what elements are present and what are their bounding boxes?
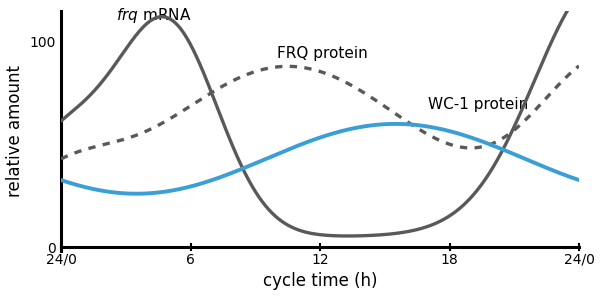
- X-axis label: cycle time (h): cycle time (h): [263, 272, 377, 290]
- Text: FRQ protein: FRQ protein: [277, 46, 368, 61]
- Text: $\mathit{frq}$ mRNA: $\mathit{frq}$ mRNA: [116, 6, 191, 25]
- Text: WC-1 protein: WC-1 protein: [428, 97, 528, 112]
- Y-axis label: relative amount: relative amount: [5, 65, 23, 197]
